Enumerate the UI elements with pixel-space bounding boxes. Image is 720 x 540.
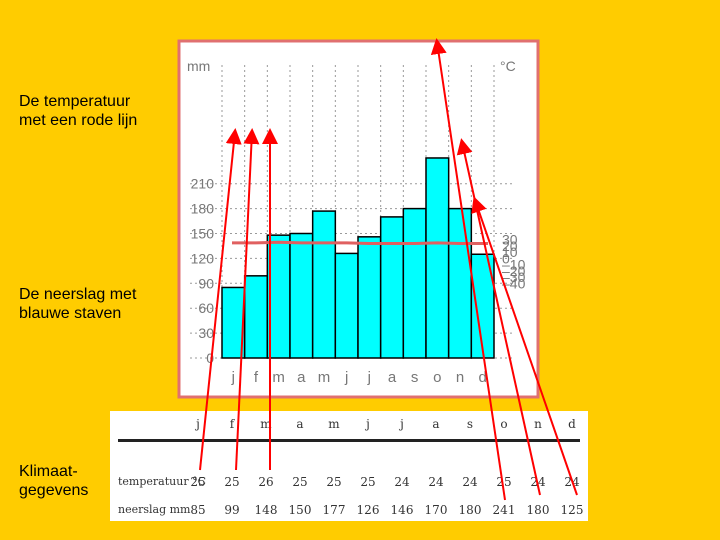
x-tick-label: d [478, 369, 486, 386]
x-tick-label: a [297, 369, 306, 386]
table-month-header: j [366, 417, 370, 431]
y-right-tick: –40 [502, 275, 526, 291]
table-month-header: a [432, 417, 440, 431]
x-tick-label: j [344, 369, 348, 386]
x-tick-label: n [456, 369, 464, 386]
table-month-header: j [196, 417, 200, 431]
x-tick-label: m [318, 369, 331, 386]
table-temperature-cell: 24 [428, 475, 444, 489]
table-rain-cell: 126 [356, 503, 380, 517]
table-rain-cell: 99 [224, 503, 240, 517]
table-rain-cell: 85 [190, 503, 206, 517]
pointer-arrow [430, 38, 506, 501]
precipitation-bar [311, 210, 337, 359]
table-temperature-cell: 25 [292, 475, 308, 489]
pointer-arrow [471, 196, 578, 496]
precipitation-bar [402, 207, 427, 359]
precipitation-bar [289, 232, 314, 359]
x-tick-label: o [433, 369, 441, 386]
pointer-arrow [199, 128, 242, 471]
y-right-tick: –30 [502, 269, 526, 285]
table-temperature-cell: 25 [224, 475, 240, 489]
table-rain-cell: 170 [424, 503, 448, 517]
table-rain-cell: 241 [492, 503, 516, 517]
table-rain-cell: 180 [526, 503, 550, 517]
table-rain-cell: 148 [254, 503, 278, 517]
y-left-unit: mm [187, 58, 210, 74]
temperature-caption: De temperatuur met een rode lijn [19, 93, 138, 129]
precipitation-bar [470, 253, 495, 359]
table-month-header: o [500, 417, 508, 431]
y-right-tick: 0 [502, 250, 510, 266]
table-temperature-cell: 24 [462, 475, 478, 489]
table-rain-cell: 150 [288, 503, 312, 517]
table-month-header: f [229, 417, 235, 431]
precipitation-caption: De neerslag met blauwe staven [19, 286, 137, 322]
x-tick-label: a [388, 369, 397, 386]
table-rain-cell: 177 [322, 503, 346, 517]
table-month-header: j [400, 417, 404, 431]
y-left-tick: 210 [191, 176, 215, 192]
x-tick-label: m [272, 369, 285, 386]
x-tick-label: s [411, 369, 419, 386]
table-temperature-cell: 25 [360, 475, 376, 489]
precipitation-bar [334, 252, 359, 359]
table-temperature-cell: 26 [258, 475, 274, 489]
table-divider [118, 439, 580, 442]
pointer-arrow [235, 128, 260, 471]
rain-row-label: neerslag mm [118, 503, 191, 516]
y-right-tick: 10 [502, 244, 518, 260]
y-left-tick: 30 [198, 325, 214, 341]
table-month-header: m [260, 417, 272, 431]
table-temperature-cell: 25 [326, 475, 342, 489]
y-right-tick: 30 [502, 232, 518, 248]
table-temperature-cell: 25 [496, 475, 512, 489]
y-left-tick: 0 [206, 350, 214, 366]
climate-data-table: temperatuur °C neerslag mm j f m a m j j a s o n d 2… [110, 411, 588, 521]
table-month-header: s [466, 417, 474, 431]
y-right-unit: °C [500, 58, 516, 74]
climate-data-caption: Klimaat- gegevens [19, 463, 89, 499]
table-rain-cell: 146 [390, 503, 414, 517]
table-rain-cell: 125 [560, 503, 584, 517]
precipitation-bar [243, 275, 269, 359]
precipitation-bar [379, 216, 405, 359]
y-left-tick: 90 [198, 275, 214, 291]
table-month-header: n [534, 417, 542, 431]
table-temperature-cell: 25 [190, 475, 206, 489]
y-left-tick: 180 [191, 201, 215, 217]
table-temperature-cell: 24 [394, 475, 410, 489]
temperature-row-label: temperatuur °C [118, 475, 206, 488]
table-rain-cell: 180 [458, 503, 482, 517]
x-tick-label: j [367, 369, 371, 386]
temperature-line [232, 240, 488, 245]
x-tick-label: j [231, 369, 235, 386]
precipitation-bar [425, 157, 450, 359]
y-right-tick: –20 [502, 263, 526, 279]
x-tick-label: f [254, 369, 259, 386]
y-left-tick: 150 [191, 226, 215, 242]
table-month-header: d [568, 417, 576, 431]
precipitation-bar [447, 207, 473, 359]
y-right-tick: –10 [502, 257, 526, 273]
y-left-tick: 60 [198, 300, 214, 316]
precipitation-bar [357, 236, 382, 359]
y-right-tick: 20 [502, 238, 518, 254]
y-left-tick: 120 [191, 250, 215, 266]
table-month-header: m [328, 417, 340, 431]
table-month-header: a [296, 417, 304, 431]
